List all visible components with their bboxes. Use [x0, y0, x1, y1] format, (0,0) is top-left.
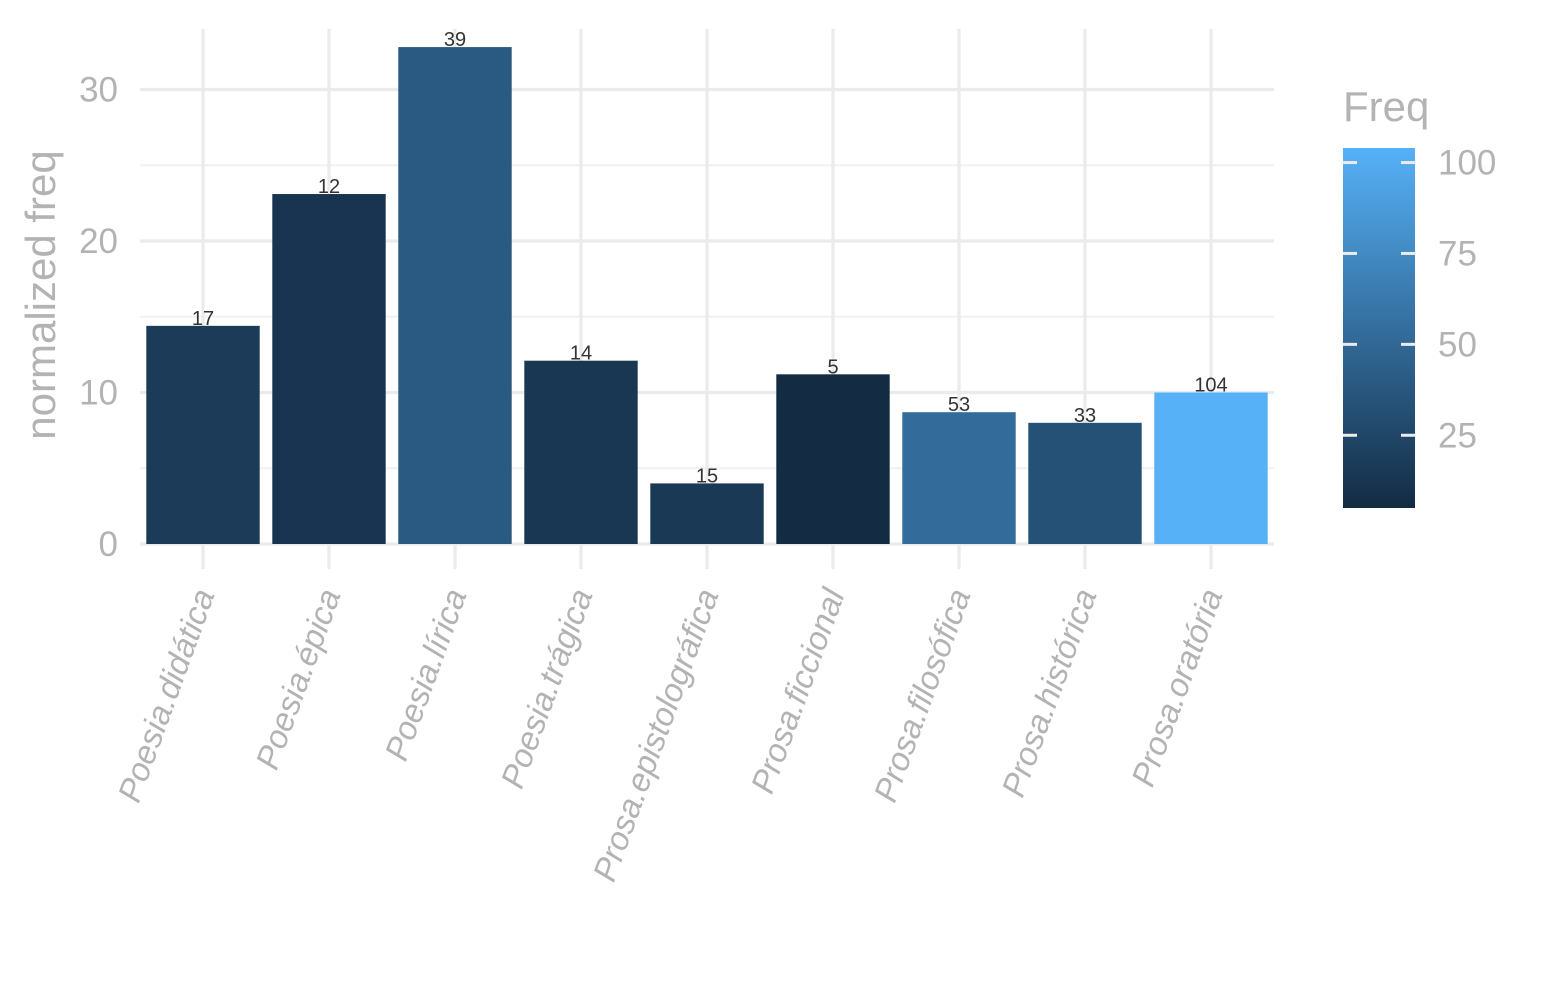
data-label: 39	[444, 29, 466, 51]
y-tick-label: 20	[79, 222, 118, 261]
data-label: 33	[1074, 405, 1096, 427]
legend-tick-label: 25	[1438, 416, 1477, 455]
y-tick-label: 30	[79, 71, 118, 110]
bar	[650, 483, 764, 544]
bar	[902, 412, 1016, 544]
x-tick-label: Prosa.histórica	[994, 584, 1103, 802]
legend-tick-label: 75	[1438, 234, 1477, 273]
x-tick-label: Prosa.oratória	[1124, 584, 1230, 791]
data-labels: 17 12 39 14 15 5 53 33 104	[192, 29, 1228, 487]
data-label: 53	[948, 394, 970, 416]
x-tick-label: Prosa.ficcional	[743, 582, 852, 798]
x-axis: Poesia.didática Poesia.épica Poesia.lírica…	[110, 582, 1229, 886]
data-label: 14	[570, 343, 592, 365]
data-label: 5	[827, 356, 838, 378]
bar	[398, 47, 512, 544]
data-label: 104	[1194, 375, 1227, 397]
x-tick-label: Prosa.epistolográfica	[585, 584, 725, 886]
bar	[272, 194, 386, 544]
bar	[146, 325, 260, 544]
legend-title: Freq	[1343, 83, 1429, 130]
y-axis-title: normalized freq	[17, 150, 64, 439]
bar	[1154, 392, 1268, 544]
data-label: 12	[318, 176, 340, 198]
legend-tick-label: 100	[1438, 144, 1496, 183]
x-tick-label: Poesia.épica	[248, 584, 347, 774]
legend: Freq 25 50 75 100	[1343, 83, 1496, 508]
legend-tick-label: 50	[1438, 325, 1477, 364]
data-label: 15	[696, 465, 718, 487]
bar	[1028, 422, 1142, 544]
legend-ticks: 25 50 75 100	[1343, 144, 1496, 455]
data-label: 17	[192, 308, 214, 330]
y-axis: 0 10 20 30	[79, 71, 118, 565]
y-tick-label: 10	[79, 374, 118, 413]
x-tick-label: Poesia.lírica	[377, 584, 473, 766]
y-tick-label: 0	[99, 525, 118, 564]
bar	[776, 374, 890, 544]
legend-colorbar	[1343, 148, 1415, 508]
x-tick-label: Prosa.filosófica	[866, 584, 977, 807]
bars	[146, 47, 1268, 544]
x-tick-label: Poesia.didática	[110, 584, 221, 807]
x-tick-label: Poesia.trágica	[493, 584, 599, 793]
bar	[524, 360, 638, 544]
